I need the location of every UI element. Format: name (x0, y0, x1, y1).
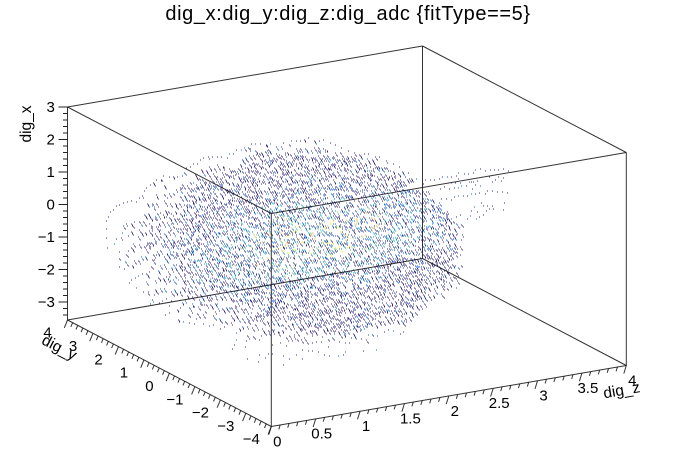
svg-text:−1: −1 (166, 391, 183, 408)
svg-text:2: 2 (46, 131, 54, 148)
svg-text:2: 2 (451, 403, 459, 420)
svg-text:−3: −3 (38, 294, 55, 311)
svg-text:−2: −2 (192, 405, 209, 422)
svg-text:dig_x: dig_x (18, 105, 35, 142)
svg-text:0: 0 (145, 378, 153, 395)
svg-text:0: 0 (46, 197, 54, 214)
svg-text:dig_z: dig_z (602, 379, 641, 402)
svg-text:4: 4 (43, 325, 51, 342)
svg-text:3: 3 (46, 99, 54, 116)
svg-text:dig_x:dig_y:dig_z:dig_adc {fit: dig_x:dig_y:dig_z:dig_adc {fitType==5} (165, 3, 530, 25)
svg-text:3: 3 (539, 388, 547, 405)
svg-text:1: 1 (362, 418, 370, 435)
svg-text:0: 0 (273, 433, 281, 450)
svg-text:−3: −3 (217, 418, 234, 435)
svg-text:dig_y: dig_y (39, 332, 80, 364)
svg-text:−4: −4 (243, 431, 260, 448)
svg-text:2.5: 2.5 (489, 395, 510, 412)
svg-text:−1: −1 (38, 229, 55, 246)
svg-text:−2: −2 (38, 262, 55, 279)
svg-text:4: 4 (628, 372, 636, 389)
svg-text:3.5: 3.5 (577, 380, 598, 397)
svg-text:0.5: 0.5 (311, 426, 332, 443)
svg-text:2: 2 (94, 351, 102, 368)
svg-text:1: 1 (120, 365, 128, 382)
svg-text:3: 3 (69, 338, 77, 355)
svg-text:1: 1 (46, 164, 54, 181)
svg-text:1.5: 1.5 (400, 410, 421, 427)
